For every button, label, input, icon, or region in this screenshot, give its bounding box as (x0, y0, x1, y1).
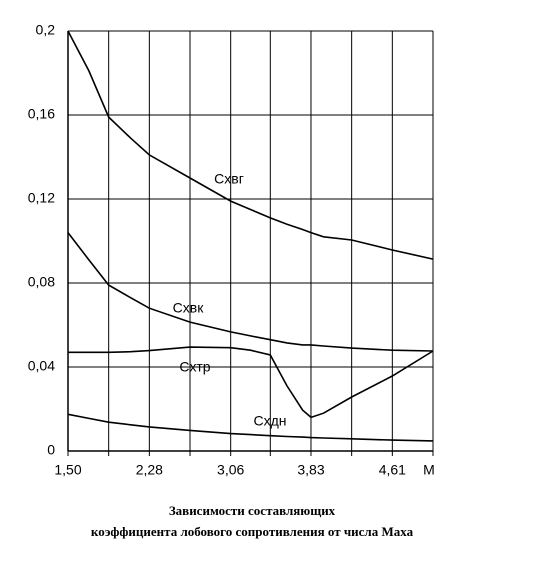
y-tick-label: 0,08 (28, 274, 55, 290)
series-label: Схдн (253, 413, 286, 429)
series-line (68, 346, 434, 419)
x-tick-label: 1,50 (54, 462, 81, 478)
x-tick-label: 3,06 (217, 462, 244, 478)
series-line (67, 413, 434, 442)
series-label: Схтр (179, 359, 210, 375)
y-tick-label: 0,12 (28, 190, 55, 206)
x-tick-label: 2,28 (136, 462, 163, 478)
series-line (67, 232, 434, 352)
chart-title: Зависимости составляющих (169, 503, 336, 518)
y-tick-label: 0,04 (28, 358, 55, 374)
y-tick-label: 0 (47, 442, 55, 458)
chart-title: коэффициента лобового сопротивления от ч… (91, 524, 414, 539)
x-tick-label: 4,61 (379, 462, 406, 478)
x-axis-label: M (423, 462, 435, 478)
y-tick-label: 0,2 (36, 22, 56, 38)
y-tick-label: 0,16 (28, 106, 55, 122)
x-tick-label: 3,83 (297, 462, 324, 478)
series-label: Схвк (173, 300, 205, 316)
series-label: Схвг (214, 171, 244, 187)
series-line (67, 30, 434, 260)
